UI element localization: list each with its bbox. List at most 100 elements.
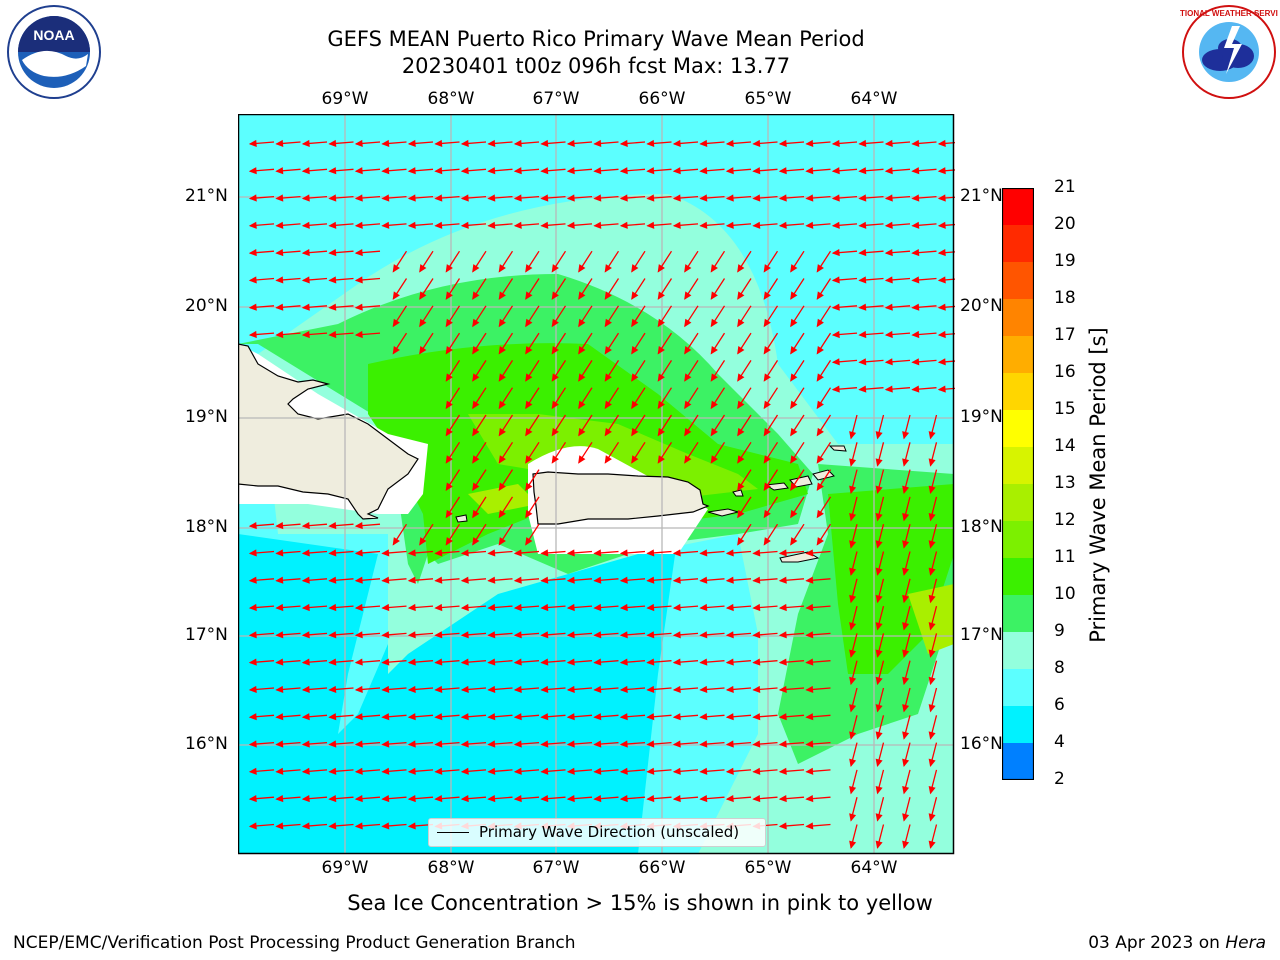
wave-direction-arrowhead: [593, 795, 602, 803]
wave-direction-arrowhead: [752, 685, 761, 693]
footer-date: 03 Apr 2023 on Hera: [1088, 933, 1266, 953]
wave-direction-arrowhead: [619, 658, 628, 666]
wave-direction-arrowhead: [301, 221, 310, 229]
wave-direction-arrowhead: [805, 658, 814, 666]
colorbar-cell: [1002, 262, 1034, 300]
wave-direction-arrowhead: [566, 713, 575, 721]
colorbar-cell: [1002, 410, 1034, 448]
wave-direction-arrowhead: [778, 658, 787, 666]
wave-direction-arrowhead: [407, 194, 416, 202]
wave-direction-arrowhead: [790, 509, 798, 519]
wave-direction-arrowhead: [593, 658, 602, 666]
wave-direction-arrowhead: [354, 167, 363, 175]
wave-direction-arrowhead: [392, 537, 400, 546]
wave-direction-arrowhead: [301, 576, 310, 584]
wave-direction-arrowhead: [631, 400, 639, 410]
wave-direction-arrowhead: [816, 509, 824, 519]
wave-direction-arrowhead: [725, 713, 734, 721]
wave-direction-arrowhead: [434, 685, 443, 693]
wave-direction-arrowhead: [301, 549, 310, 557]
wave-direction-arrowhead: [301, 631, 310, 639]
wave-direction-arrowhead: [540, 685, 549, 693]
wave-direction-arrowhead: [790, 455, 798, 464]
wave-direction-arrowhead: [805, 740, 814, 748]
wave-direction-arrowhead: [301, 603, 310, 612]
wave-direction-arrowhead: [248, 330, 257, 339]
wave-direction-arrowhead: [646, 767, 655, 775]
wave-direction-arrowhead: [593, 713, 602, 721]
chart-title: GEFS MEAN Puerto Rico Primary Wave Mean …: [327, 27, 865, 51]
wave-direction-arrowhead: [328, 740, 337, 748]
wave-direction-arrowhead: [354, 822, 363, 830]
wave-direction-arrowhead: [328, 631, 337, 639]
wave-direction-arrowhead: [578, 346, 586, 355]
wave-direction-arrowhead: [646, 139, 655, 147]
wave-direction-arrowhead: [275, 822, 284, 830]
wave-direction-arrowhead: [752, 767, 761, 775]
wave-direction-arrowhead: [578, 427, 586, 437]
wave-direction-arrowhead: [875, 458, 883, 467]
wave-direction-arrowhead: [911, 303, 920, 311]
wave-direction-arrowhead: [275, 303, 284, 311]
wave-direction-arrowhead: [566, 576, 575, 584]
wave-direction-arrowhead: [699, 658, 708, 666]
wave-direction-arrowhead: [928, 622, 936, 631]
wave-direction-arrowhead: [460, 795, 469, 803]
wave-direction-arrowhead: [593, 767, 602, 775]
wave-direction-arrowhead: [619, 549, 628, 557]
wave-period-map: [238, 114, 955, 855]
lon-tick-label: 66°W: [638, 858, 686, 878]
wave-direction-arrowhead: [354, 139, 363, 147]
wave-direction-arrowhead: [737, 537, 745, 546]
wave-direction-arrowhead: [858, 221, 867, 229]
wave-direction-arrowhead: [752, 658, 761, 666]
lat-tick-label: 18°N: [185, 517, 228, 537]
wave-direction-arrowhead: [392, 318, 400, 328]
wave-direction-arrowhead: [831, 139, 840, 147]
colorbar-cell: [1002, 743, 1034, 780]
legend-label: Primary Wave Direction (unscaled): [479, 823, 740, 841]
colorbar-tick-label: 15: [1054, 399, 1076, 419]
wave-direction-arrowhead: [513, 194, 522, 202]
wave-direction-arrowhead: [460, 576, 469, 584]
wave-direction-arrowhead: [646, 549, 655, 557]
wave-direction-arrowhead: [513, 795, 522, 803]
footer-machine: Hera: [1225, 933, 1266, 953]
wave-direction-arrowhead: [578, 400, 586, 410]
wave-direction-arrowhead: [619, 631, 628, 639]
colorbar-cell: [1002, 225, 1034, 263]
wave-direction-arrowhead: [487, 221, 496, 229]
wave-direction-arrowhead: [328, 658, 337, 666]
wave-direction-arrowhead: [354, 549, 363, 557]
wave-direction-arrowhead: [593, 167, 602, 175]
wave-direction-arrowhead: [672, 795, 681, 803]
wave-direction-arrowhead: [275, 713, 284, 721]
wave-direction-arrowhead: [540, 713, 549, 721]
wave-direction-arrowhead: [301, 822, 310, 830]
wave-direction-arrowhead: [911, 167, 920, 175]
wave-direction-arrowhead: [328, 713, 337, 721]
wave-direction-arrowhead: [540, 194, 549, 202]
wave-direction-arrowhead: [737, 509, 745, 519]
wave-direction-arrowhead: [725, 658, 734, 666]
wave-direction-arrowhead: [849, 758, 857, 768]
wave-direction-arrowhead: [858, 303, 867, 311]
wave-direction-arrowhead: [816, 400, 824, 410]
wave-direction-arrowhead: [657, 291, 665, 300]
wave-direction-arrowhead: [725, 603, 734, 612]
wave-direction-arrowhead: [657, 373, 665, 382]
wave-direction-arrowhead: [275, 522, 284, 530]
wave-direction-arrowhead: [407, 713, 416, 721]
wave-direction-arrowhead: [381, 167, 390, 175]
wave-direction-arrowhead: [354, 740, 363, 748]
wave-direction-arrowhead: [513, 221, 522, 229]
wave-direction-arrowhead: [849, 431, 857, 440]
lon-tick-label: 68°W: [427, 858, 475, 878]
wave-direction-arrowhead: [604, 346, 612, 355]
wave-direction-arrowhead: [752, 603, 761, 612]
wave-direction-arrowhead: [684, 373, 692, 382]
wave-direction-arrowhead: [248, 631, 257, 639]
wave-direction-arrowhead: [487, 603, 496, 612]
wave-direction-arrowhead: [778, 139, 787, 147]
wave-direction-arrowhead: [498, 427, 506, 437]
